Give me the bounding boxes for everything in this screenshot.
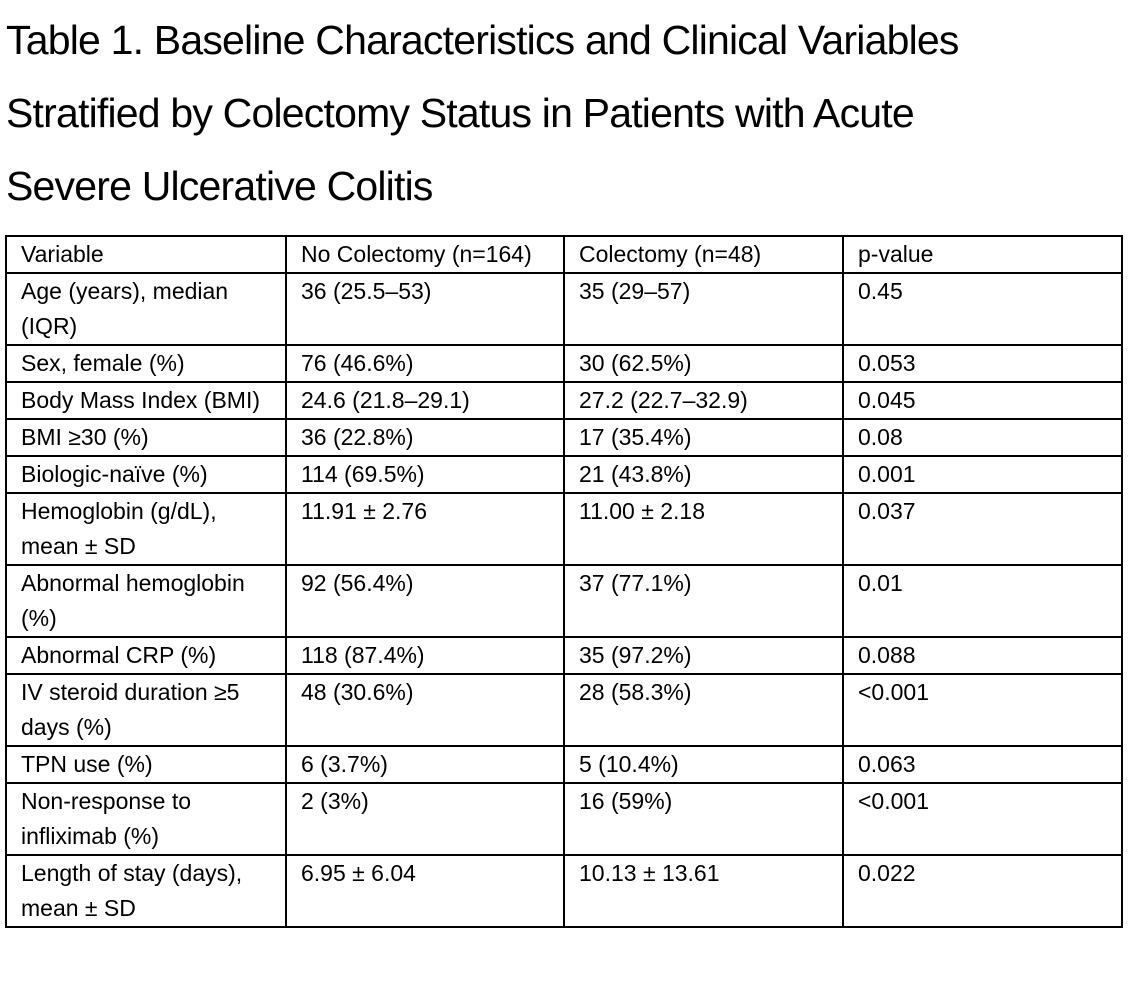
cell-p-value: 0.022 (842, 854, 1123, 928)
cell-p-value: 0.45 (842, 272, 1123, 346)
cell-no-colectomy: 118 (87.4%) (285, 636, 565, 675)
cell-colectomy: 21 (43.8%) (563, 455, 844, 494)
table-row: Length of stay (days), mean ± SD 6.95 ± … (5, 854, 1123, 928)
cell-variable: Abnormal hemoglobin (%) (5, 564, 287, 638)
cell-colectomy: 10.13 ± 13.61 (563, 854, 844, 928)
table-row: Abnormal CRP (%) 118 (87.4%) 35 (97.2%) … (5, 636, 1123, 675)
cell-colectomy: 35 (97.2%) (563, 636, 844, 675)
cell-variable: Abnormal CRP (%) (5, 636, 287, 675)
cell-p-value: 0.088 (842, 636, 1123, 675)
cell-no-colectomy: 114 (69.5%) (285, 455, 565, 494)
cell-p-value: 0.045 (842, 381, 1123, 420)
title-line: Severe Ulcerative Colitis (6, 163, 433, 209)
page-title: Table 1. Baseline Characteristics and Cl… (6, 4, 1142, 223)
table-row: Hemoglobin (g/dL), mean ± SD 11.91 ± 2.7… (5, 492, 1123, 566)
table-header-row: Variable No Colectomy (n=164) Colectomy … (5, 235, 1123, 274)
title-line: Table 1. Baseline Characteristics and Cl… (6, 17, 959, 63)
header-no-colectomy: No Colectomy (n=164) (285, 235, 565, 274)
title-line: Stratified by Colectomy Status in Patien… (6, 90, 915, 136)
cell-colectomy: 11.00 ± 2.18 (563, 492, 844, 566)
cell-variable: TPN use (%) (5, 745, 287, 784)
cell-colectomy: 37 (77.1%) (563, 564, 844, 638)
cell-p-value: 0.08 (842, 418, 1123, 457)
cell-colectomy: 17 (35.4%) (563, 418, 844, 457)
table-row: TPN use (%) 6 (3.7%) 5 (10.4%) 0.063 (5, 745, 1123, 784)
table-row: Age (years), median (IQR) 36 (25.5–53) 3… (5, 272, 1123, 346)
cell-no-colectomy: 24.6 (21.8–29.1) (285, 381, 565, 420)
cell-variable: Body Mass Index (BMI) (5, 381, 287, 420)
cell-no-colectomy: 2 (3%) (285, 782, 565, 856)
cell-variable: Hemoglobin (g/dL), mean ± SD (5, 492, 287, 566)
cell-p-value: 0.063 (842, 745, 1123, 784)
cell-p-value: 0.037 (842, 492, 1123, 566)
cell-no-colectomy: 36 (22.8%) (285, 418, 565, 457)
cell-no-colectomy: 48 (30.6%) (285, 673, 565, 747)
cell-variable: IV steroid duration ≥5 days (%) (5, 673, 287, 747)
table-row: Body Mass Index (BMI) 24.6 (21.8–29.1) 2… (5, 381, 1123, 420)
cell-variable: Age (years), median (IQR) (5, 272, 287, 346)
table-row: BMI ≥30 (%) 36 (22.8%) 17 (35.4%) 0.08 (5, 418, 1123, 457)
cell-colectomy: 16 (59%) (563, 782, 844, 856)
cell-no-colectomy: 6.95 ± 6.04 (285, 854, 565, 928)
cell-colectomy: 35 (29–57) (563, 272, 844, 346)
cell-p-value: 0.01 (842, 564, 1123, 638)
cell-colectomy: 28 (58.3%) (563, 673, 844, 747)
header-colectomy: Colectomy (n=48) (563, 235, 844, 274)
cell-colectomy: 30 (62.5%) (563, 344, 844, 383)
table-row: IV steroid duration ≥5 days (%) 48 (30.6… (5, 673, 1123, 747)
cell-variable: Non-response to infliximab (%) (5, 782, 287, 856)
cell-no-colectomy: 92 (56.4%) (285, 564, 565, 638)
cell-variable: Length of stay (days), mean ± SD (5, 854, 287, 928)
cell-p-value: 0.001 (842, 455, 1123, 494)
cell-colectomy: 27.2 (22.7–32.9) (563, 381, 844, 420)
cell-no-colectomy: 36 (25.5–53) (285, 272, 565, 346)
cell-p-value: 0.053 (842, 344, 1123, 383)
cell-variable: Biologic-naïve (%) (5, 455, 287, 494)
table-row: Abnormal hemoglobin (%) 92 (56.4%) 37 (7… (5, 564, 1123, 638)
cell-variable: Sex, female (%) (5, 344, 287, 383)
baseline-characteristics-table: Variable No Colectomy (n=164) Colectomy … (5, 235, 1123, 928)
table-row: Non-response to infliximab (%) 2 (3%) 16… (5, 782, 1123, 856)
cell-colectomy: 5 (10.4%) (563, 745, 844, 784)
cell-variable: BMI ≥30 (%) (5, 418, 287, 457)
cell-p-value: <0.001 (842, 782, 1123, 856)
table-row: Sex, female (%) 76 (46.6%) 30 (62.5%) 0.… (5, 344, 1123, 383)
cell-no-colectomy: 76 (46.6%) (285, 344, 565, 383)
cell-p-value: <0.001 (842, 673, 1123, 747)
table-row: Biologic-naïve (%) 114 (69.5%) 21 (43.8%… (5, 455, 1123, 494)
cell-no-colectomy: 6 (3.7%) (285, 745, 565, 784)
header-variable: Variable (5, 235, 287, 274)
cell-no-colectomy: 11.91 ± 2.76 (285, 492, 565, 566)
header-p-value: p-value (842, 235, 1123, 274)
